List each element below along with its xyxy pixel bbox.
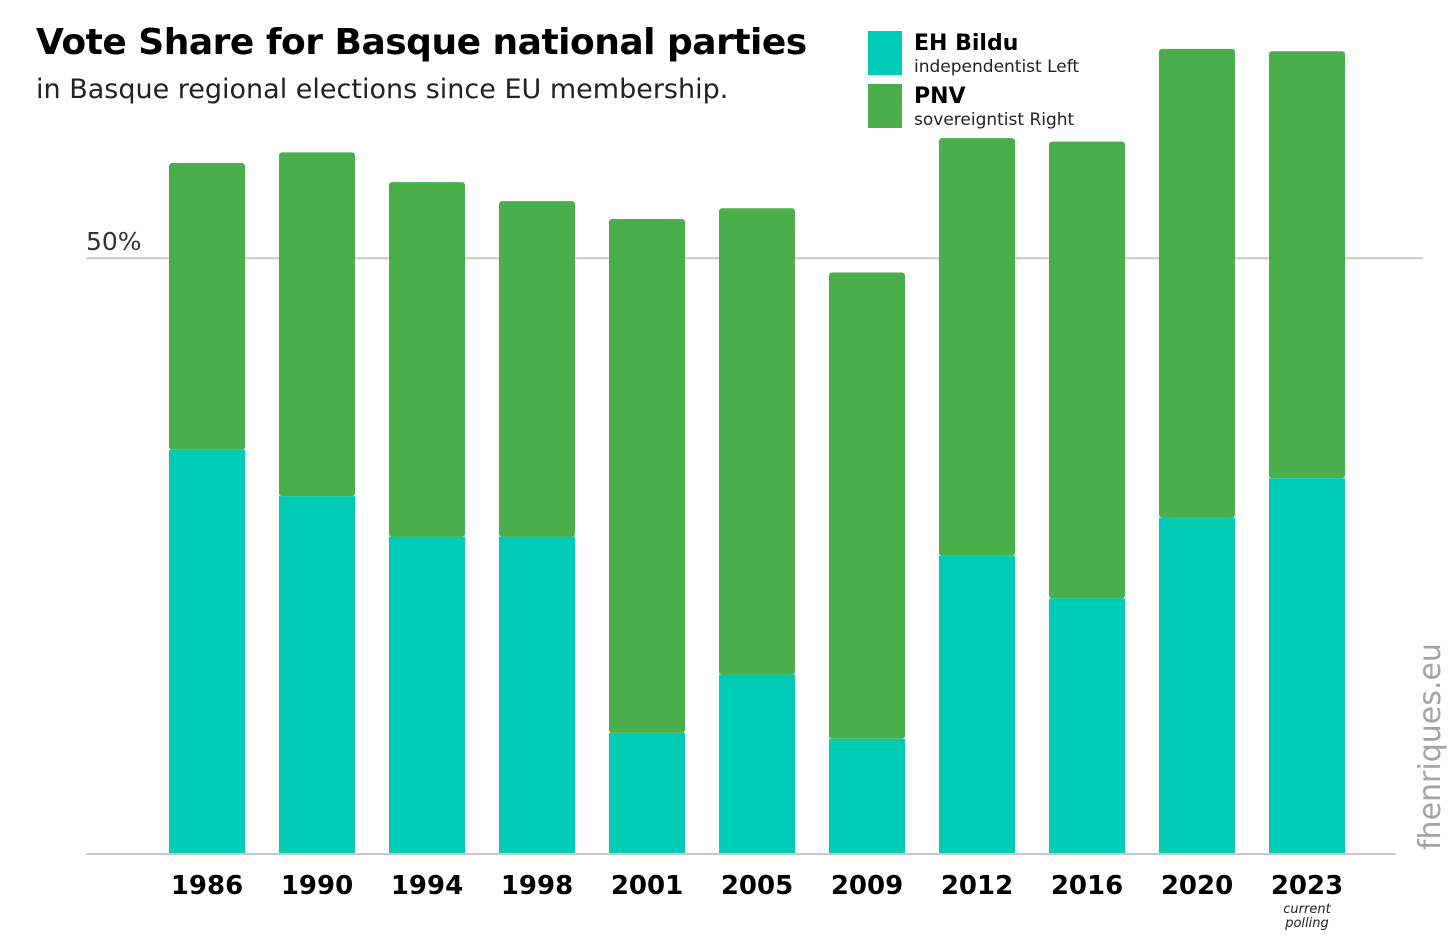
bar-pnv-1998 <box>499 201 575 537</box>
bar-eh-bildu-1994 <box>389 536 465 853</box>
bar-pnv-1990 <box>279 152 355 497</box>
legend-swatch-eh-bildu <box>868 31 902 75</box>
bar-eh-bildu-1986 <box>169 449 245 853</box>
legend-desc-pnv: sovereigntist Right <box>914 110 1075 130</box>
chart-title: Vote Share for Basque national parties <box>36 22 807 63</box>
bar-pnv-2012 <box>939 138 1015 556</box>
x-tick-label-2012: 2012 <box>941 871 1013 901</box>
legend-item-pnv: PNV sovereigntist Right <box>868 84 1074 130</box>
bar-pnv-1994 <box>389 182 465 537</box>
x-tick-label-2005: 2005 <box>721 871 793 901</box>
x-tick-label-1994: 1994 <box>391 871 463 901</box>
bar-pnv-2005 <box>719 208 795 675</box>
x-tick-label-2023: 2023 <box>1271 871 1343 901</box>
bar-eh-bildu-1990 <box>279 496 355 853</box>
legend-name-eh-bildu: EH Bildu <box>914 31 1019 56</box>
chart-subtitle: in Basque regional elections since EU me… <box>36 74 729 105</box>
legend-swatch-pnv <box>868 84 902 128</box>
x-tick-label-1998: 1998 <box>501 871 573 901</box>
x-tick-label-2001: 2001 <box>611 871 683 901</box>
x-tick-label-1986: 1986 <box>171 871 243 901</box>
x-tick-label-2009: 2009 <box>831 871 903 901</box>
bar-pnv-2001 <box>609 218 685 733</box>
bar-eh-bildu-2001 <box>609 732 685 853</box>
bar-pnv-2009 <box>829 272 905 739</box>
bar-eh-bildu-2009 <box>829 738 905 853</box>
legend-name-pnv: PNV <box>914 84 966 109</box>
x-tick-label-1990: 1990 <box>281 871 353 901</box>
bar-eh-bildu-1998 <box>499 536 575 853</box>
bar-eh-bildu-2020 <box>1159 517 1235 853</box>
x-tick-label-2020: 2020 <box>1161 871 1233 901</box>
legend-desc-eh-bildu: independentist Left <box>914 57 1080 77</box>
bar-pnv-2023 <box>1269 51 1345 479</box>
bar-pnv-2020 <box>1159 48 1235 518</box>
bar-eh-bildu-2016 <box>1049 598 1125 853</box>
x-tick-note-2023-1: polling <box>1284 916 1329 931</box>
x-tick-note-2023-0: current <box>1283 902 1331 917</box>
bar-eh-bildu-2005 <box>719 674 795 853</box>
watermark: fhenriques.eu <box>1413 643 1448 850</box>
bar-eh-bildu-2012 <box>939 555 1015 853</box>
x-tick-label-2016: 2016 <box>1051 871 1123 901</box>
bar-pnv-2016 <box>1049 141 1125 599</box>
bar-eh-bildu-2023 <box>1269 478 1345 853</box>
reference-line-label: 50% <box>86 227 142 256</box>
bar-pnv-1986 <box>169 163 245 450</box>
legend-item-eh-bildu: EH Bildu independentist Left <box>868 31 1079 77</box>
